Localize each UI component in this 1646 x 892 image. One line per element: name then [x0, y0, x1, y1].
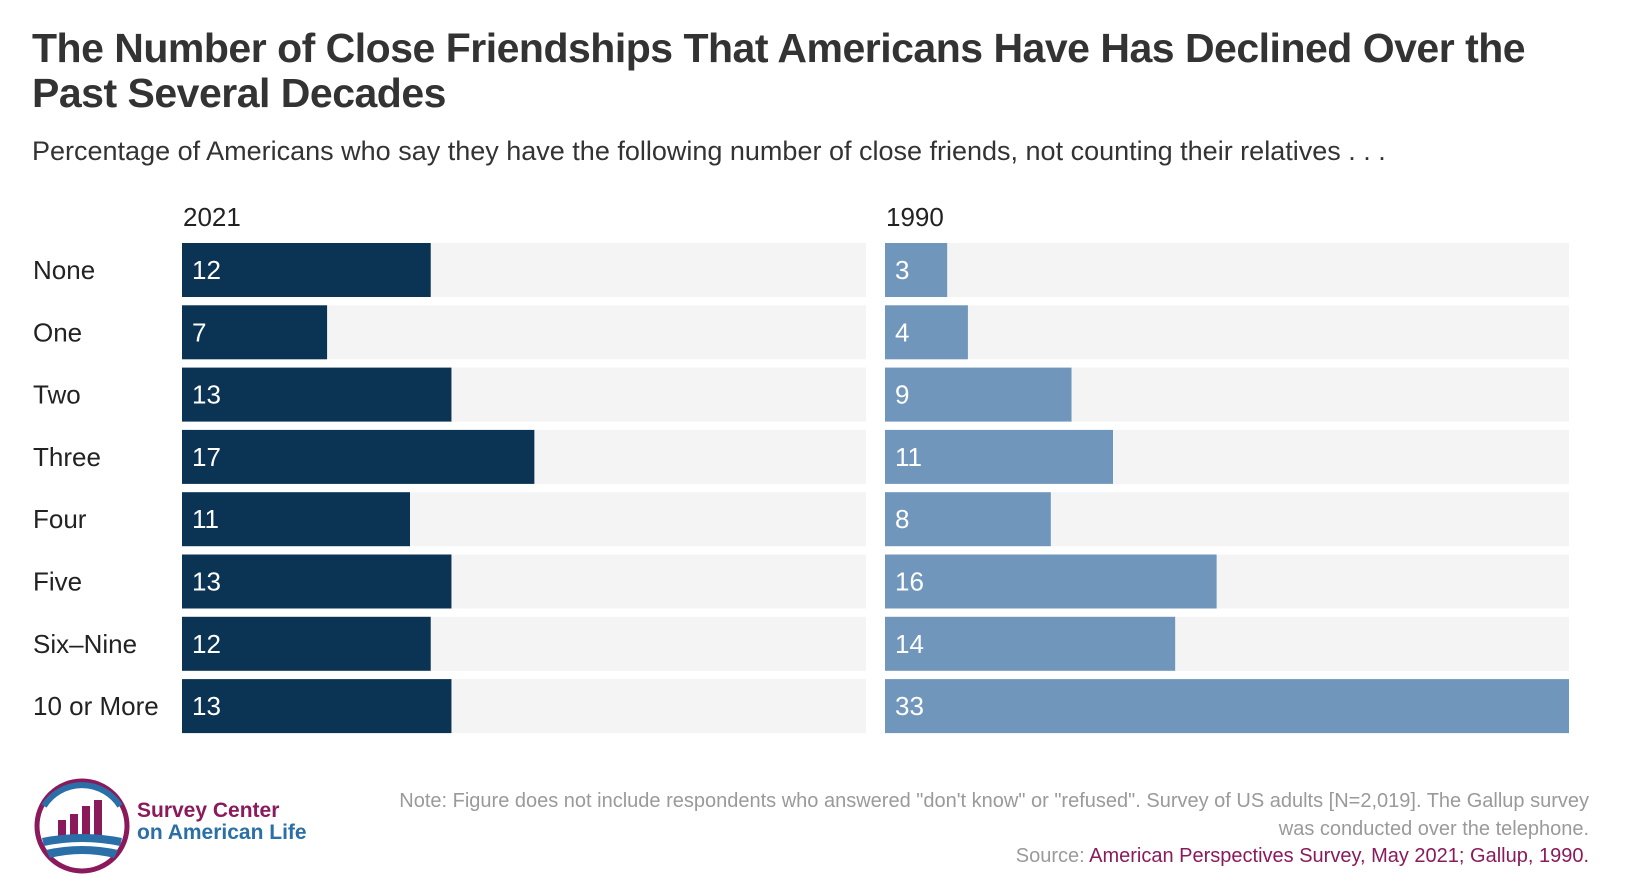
bar — [182, 554, 452, 609]
bar — [182, 679, 452, 734]
bar — [182, 429, 535, 484]
bar — [182, 305, 328, 360]
bar — [182, 243, 431, 297]
category-label: Three — [33, 442, 101, 472]
chart-title: The Number of Close Friendships That Ame… — [32, 25, 1526, 116]
data-label: 13 — [192, 380, 221, 410]
data-label: 12 — [192, 255, 221, 285]
bar-chart-globe-icon — [34, 778, 130, 874]
data-label: 13 — [192, 567, 221, 597]
series-header: 2021 — [183, 202, 241, 232]
bar — [885, 243, 948, 297]
bar — [182, 616, 431, 671]
data-label: 14 — [895, 629, 924, 659]
data-label: 17 — [192, 442, 221, 472]
data-label: 16 — [895, 567, 924, 597]
bar-track — [885, 243, 1569, 297]
bar — [182, 492, 410, 547]
logo-line-1: Survey Center — [137, 799, 280, 822]
category-label: One — [33, 317, 82, 347]
bar — [182, 367, 452, 422]
bar-track — [885, 305, 1569, 360]
bar-chart: None One Two Three Four Five Six–Nine 10 or Mor… — [33, 202, 1569, 734]
data-label: 13 — [192, 691, 221, 721]
category-label: Five — [33, 567, 82, 597]
source-prefix: Source: — [1015, 845, 1085, 867]
chart-subtitle: Percentage of Americans who say they hav… — [32, 136, 1386, 166]
series-header: 1990 — [886, 202, 944, 232]
source-text: American Perspectives Survey, May 2021; … — [1089, 845, 1589, 867]
category-label: Four — [33, 504, 87, 534]
data-label: 9 — [895, 380, 909, 410]
bar — [885, 367, 1072, 422]
logo-wordmark: Survey Center on American Life — [137, 800, 307, 844]
data-label: 8 — [895, 504, 909, 534]
data-label: 4 — [895, 317, 909, 347]
bar — [885, 679, 1569, 734]
category-label: None — [33, 255, 95, 285]
source-line: Source: American Perspectives Survey, Ma… — [1016, 845, 1589, 868]
bar — [885, 554, 1217, 609]
category-label: 10 or More — [33, 691, 159, 721]
bar — [885, 616, 1176, 671]
bar — [885, 305, 968, 360]
bar — [885, 492, 1051, 547]
data-label: 12 — [192, 629, 221, 659]
data-label: 11 — [895, 442, 922, 472]
category-label: Two — [33, 380, 81, 410]
category-label: Six–Nine — [33, 629, 137, 659]
footnote: Note: Figure does not include respondent… — [399, 790, 1589, 840]
data-label: 11 — [192, 504, 219, 534]
data-label: 3 — [895, 255, 909, 285]
data-label: 33 — [895, 691, 924, 721]
bar — [885, 429, 1113, 484]
data-label: 7 — [192, 317, 206, 347]
logo-line-2: on American Life — [137, 821, 307, 844]
